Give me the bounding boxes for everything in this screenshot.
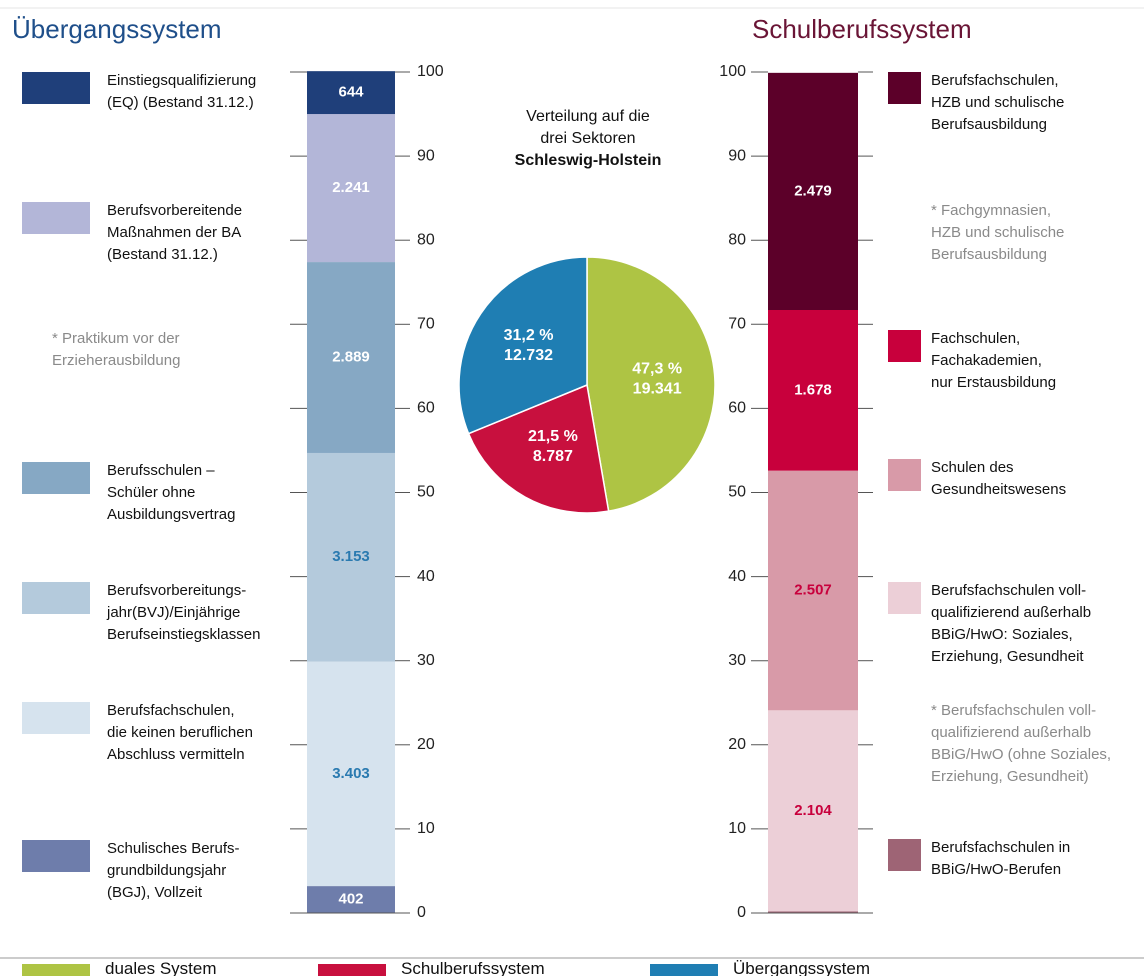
legend-label: Schulisches Berufs- grundbildungsjahr (B…: [107, 840, 240, 901]
bar-segment: [307, 114, 395, 263]
y-tick-label: 10: [417, 820, 435, 837]
pie-slice: [467, 383, 610, 514]
bar-segment: [307, 886, 395, 913]
bar-segment: [307, 661, 395, 887]
legend-swatch: [22, 72, 90, 104]
legend-label: Berufsschulen – Schüler ohne Ausbildungs…: [107, 462, 236, 523]
y-tick-label: 40: [417, 568, 435, 585]
y-tick-label: 30: [417, 652, 435, 669]
pie-subtitle: Schleswig-Holstein: [514, 152, 662, 169]
legend-label: Fachschulen, Fachakademien, nur Erstausb…: [931, 330, 1057, 391]
bar-count-label: 2.104: [794, 802, 832, 819]
bar-count-label: 2.889: [332, 348, 370, 365]
y-tick-label: 80: [728, 231, 746, 248]
bar-count-label: 402: [338, 891, 363, 908]
pie-slice: [586, 256, 716, 513]
y-tick-label: 60: [728, 400, 746, 417]
y-tick-label: 10: [728, 820, 746, 837]
y-tick-label: 90: [417, 147, 435, 164]
bar-segment: [768, 911, 858, 913]
pie-count-label: 12.732: [504, 347, 553, 364]
y-tick-label: 100: [417, 63, 444, 80]
legend-label: Berufsfachschulen, die keinen berufliche…: [107, 702, 253, 763]
legend-swatch: [22, 702, 90, 734]
legend-swatch: [888, 459, 921, 491]
legend-swatch: [22, 202, 90, 234]
legend-label: duales System: [105, 959, 217, 976]
y-tick-label: 0: [737, 904, 746, 921]
y-tick-label: 0: [417, 904, 426, 921]
footnote: * Berufsfachschulen voll- qualifizierend…: [931, 702, 1112, 785]
bar-count-label: 3.153: [332, 548, 370, 565]
y-tick-label: 70: [728, 316, 746, 333]
chart-title: Schulberufssystem: [752, 14, 972, 44]
legend-label: Einstiegsqualifizierung (EQ) (Bestand 31…: [107, 72, 257, 111]
bar-count-label: 2.479: [794, 182, 832, 199]
bar-segment: [768, 310, 858, 471]
y-tick-label: 60: [417, 400, 435, 417]
legend-label: Übergangssystem: [733, 959, 871, 976]
legend-swatch: [318, 964, 386, 976]
pie-value-label: 21,5 %: [528, 428, 578, 445]
pie-value-label: 31,2 %: [504, 327, 554, 344]
footnote: * Fachgymnasien, HZB und schulische Beru…: [931, 202, 1065, 263]
y-tick-label: 80: [417, 231, 435, 248]
pie-title: Verteilung auf die drei Sektoren: [526, 108, 650, 147]
bar-count-label: 2.241: [332, 179, 370, 196]
pie-count-label: 19.341: [633, 380, 682, 397]
pie-slice: [458, 256, 588, 435]
legend-swatch: [650, 964, 718, 976]
bar-segment: [768, 470, 858, 711]
legend-label: Berufsfachschulen voll- qualifizierend a…: [931, 582, 1092, 665]
y-tick-label: 40: [728, 568, 746, 585]
y-tick-label: 50: [728, 484, 746, 501]
bar-count-label: 2.507: [794, 581, 832, 598]
legend-label: Berufsvorbereitende Maßnahmen der BA (Be…: [107, 202, 243, 263]
legend-swatch: [22, 582, 90, 614]
y-tick-label: 30: [728, 652, 746, 669]
y-tick-label: 70: [417, 316, 435, 333]
legend-swatch: [22, 462, 90, 494]
legend-swatch: [888, 330, 921, 362]
legend-label: Berufsfachschulen in BBiG/HwO-Berufen: [931, 839, 1071, 878]
bar-segment: [307, 262, 395, 453]
bar-segment: [768, 710, 858, 912]
legend-swatch: [888, 839, 921, 871]
legend-swatch: [888, 72, 921, 104]
bar-segment: [307, 452, 395, 662]
footnote: * Praktikum vor der Erzieherausbildung: [52, 330, 181, 369]
bar-count-label: 3.403: [332, 765, 370, 782]
legend-swatch: [888, 582, 921, 614]
legend-swatch: [22, 964, 90, 976]
pie-value-label: 47,3 %: [632, 360, 682, 377]
pie-count-label: 8.787: [533, 448, 573, 465]
legend-label: Schulberufssystem: [401, 959, 545, 976]
bar-count-label: 644: [338, 84, 364, 101]
legend-swatch: [22, 840, 90, 872]
chart-title: Übergangssystem: [12, 14, 222, 44]
legend-label: Berufsfachschulen, HZB und schulische Be…: [931, 72, 1065, 133]
y-tick-label: 90: [728, 147, 746, 164]
y-tick-label: 100: [719, 63, 746, 80]
bar-segment: [768, 72, 858, 311]
bar-segment: [307, 71, 395, 115]
legend-label: Schulen des Gesundheitswesens: [931, 459, 1067, 498]
y-tick-label: 20: [728, 736, 746, 753]
y-tick-label: 20: [417, 736, 435, 753]
bar-count-label: 1.678: [794, 381, 832, 398]
legend-label: Berufsvorbereitungs- jahr(BVJ)/Einjährig…: [107, 582, 261, 643]
y-tick-label: 50: [417, 484, 435, 501]
